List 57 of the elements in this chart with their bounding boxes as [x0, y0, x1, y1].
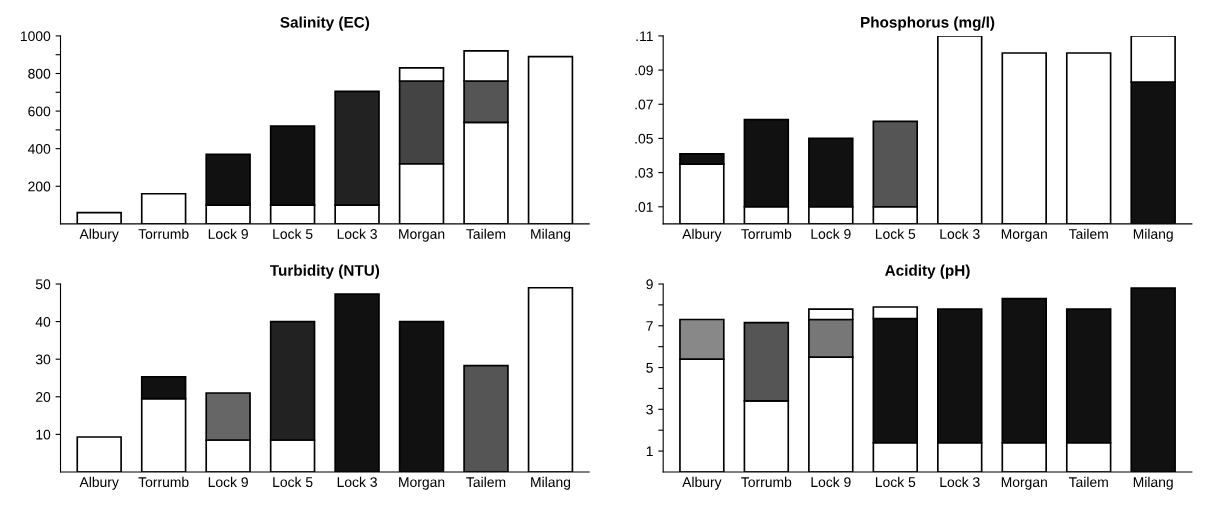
chart-title: Turbidity (NTU)	[269, 264, 380, 279]
x-tick-label: Lock 5	[875, 476, 916, 488]
x-tick-label: Morgan	[1001, 229, 1047, 242]
x-tick-label: Tailem	[1068, 228, 1108, 239]
x-tick-label: Torrumb	[741, 228, 792, 239]
y-tick-label: .07	[635, 99, 653, 110]
x-tick-label: Torrumb	[741, 476, 792, 488]
y-tick-label: 50	[35, 279, 51, 290]
x-tick-label: Lock 9	[811, 228, 851, 239]
x-tick-label: Lock 3	[337, 476, 377, 488]
x-tick-label: Albury	[682, 228, 722, 242]
x-tick-label: Morgan	[399, 229, 445, 242]
x-tick-label: Milang	[531, 476, 571, 490]
y-tick-label: 20	[36, 392, 51, 402]
y-tick-label: .03	[635, 167, 653, 178]
x-tick-label: Albury	[79, 228, 119, 242]
x-tick-label: Milang	[1133, 228, 1173, 242]
x-tick-label: Milang	[531, 228, 571, 242]
x-tick-label: Albury	[682, 476, 722, 490]
x-tick-label: Torrumb	[138, 476, 189, 488]
x-tick-label: Lock 9	[208, 228, 248, 239]
y-tick-label: 9	[646, 279, 653, 290]
x-tick-label: Lock 3	[940, 228, 980, 239]
chart-title: Salinity (EC)	[280, 16, 370, 31]
x-tick-label: Lock 5	[875, 228, 916, 239]
y-tick-label: 1	[646, 446, 653, 457]
x-tick-label: Torrumb	[138, 228, 189, 239]
x-tick-label: Lock 9	[208, 476, 248, 488]
y-tick-label: 5	[646, 363, 653, 373]
x-tick-label: Morgan	[1001, 477, 1047, 490]
y-tick-label: 30	[35, 354, 51, 365]
x-tick-label: Tailem	[1068, 476, 1108, 488]
y-tick-label: 600	[28, 106, 51, 117]
y-tick-label: 7	[646, 321, 653, 331]
y-tick-label: .11	[636, 31, 653, 41]
x-tick-label: Albury	[79, 476, 119, 490]
y-tick-label: .05	[635, 133, 653, 144]
y-tick-label: 40	[35, 316, 51, 327]
y-tick-label: 200	[28, 181, 51, 192]
x-tick-label: Morgan	[399, 477, 445, 490]
y-tick-label: 10	[36, 429, 51, 440]
x-tick-label: Lock 3	[337, 228, 377, 239]
x-tick-label: Lock 3	[940, 476, 980, 488]
y-tick-label: 1000	[20, 31, 51, 42]
chart-title: Acidity (pH)	[885, 264, 970, 279]
y-tick-label: .01	[635, 202, 653, 212]
x-tick-label: Milang	[1133, 476, 1173, 490]
y-tick-label: 400	[27, 144, 51, 154]
x-tick-label: Lock 5	[273, 476, 313, 488]
y-tick-label: .09	[635, 65, 653, 76]
y-tick-label: 800	[28, 68, 51, 79]
x-tick-label: Tailem	[466, 228, 506, 239]
y-tick-label: 3	[646, 404, 653, 415]
x-tick-label: Tailem	[466, 476, 506, 488]
chart-title: Phosphorus (mg/l)	[861, 16, 995, 31]
x-tick-label: Lock 9	[811, 476, 851, 488]
x-tick-label: Lock 5	[273, 228, 313, 239]
